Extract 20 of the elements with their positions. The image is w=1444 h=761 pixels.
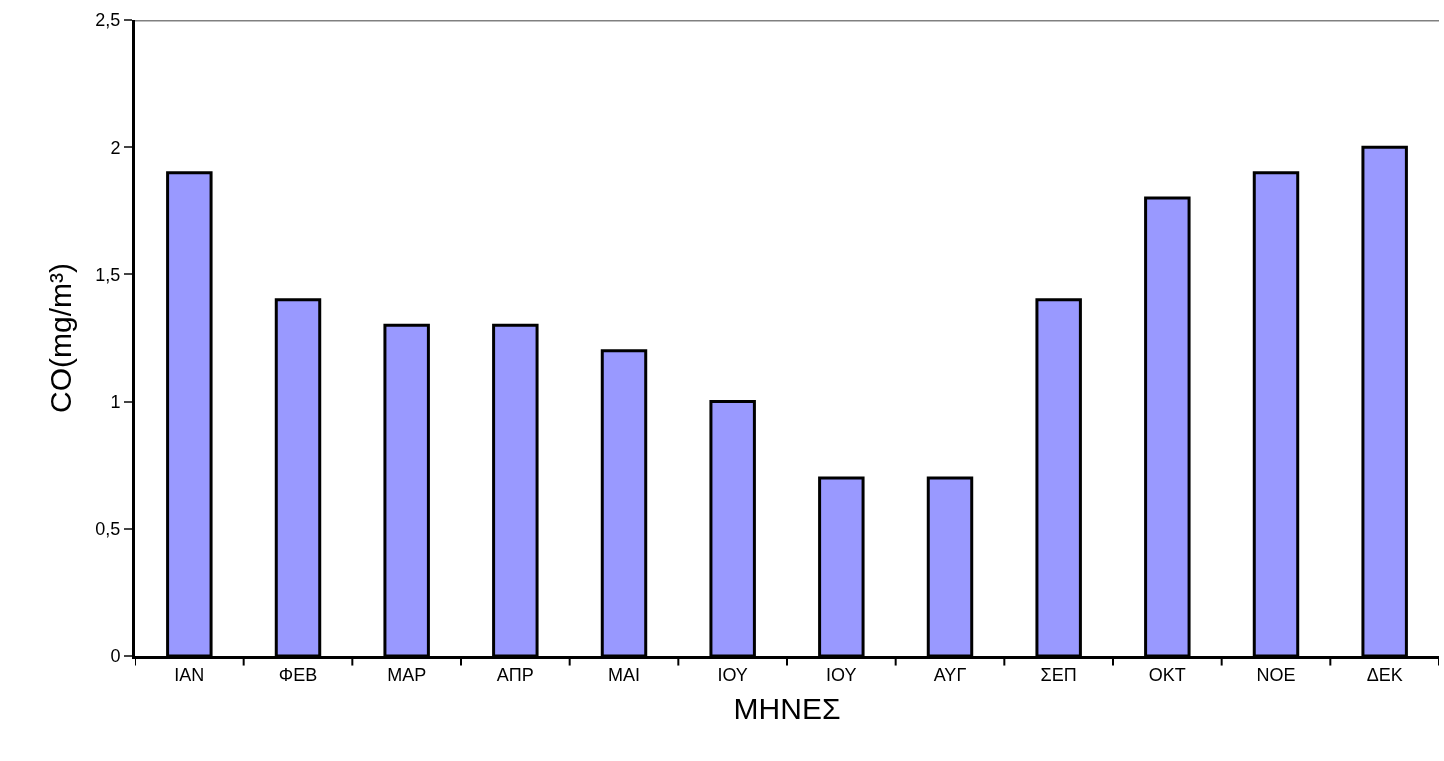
x-tick-label: ΙΟΥ [826, 664, 857, 685]
x-tick-label: ΔΕΚ [1366, 664, 1403, 685]
x-tick-label: ΣΕΠ [1040, 664, 1077, 685]
x-tick-label: ΜΑΡ [387, 664, 427, 685]
y-tick-label: 1 [110, 391, 121, 412]
y-tick-label: 2,5 [95, 10, 121, 31]
x-tick-label: ΑΠΡ [496, 664, 534, 685]
x-tick-label: ΝΟΕ [1256, 664, 1296, 685]
x-tick-label: ΟΚΤ [1148, 664, 1186, 685]
x-tick-label: ΙΟΥ [717, 664, 748, 685]
y-tick-label: 2 [110, 137, 121, 158]
y-axis-title: CO(mg/m³) [44, 263, 78, 413]
y-tick-label: 1,5 [95, 264, 121, 285]
y-tick-label: 0 [110, 646, 121, 667]
x-tick-label: ΦΕΒ [278, 664, 318, 685]
x-tick-label: ΙΑΝ [174, 664, 205, 685]
y-tick-label: 0,5 [95, 519, 121, 540]
x-tick-label: ΜΑΙ [607, 664, 641, 685]
x-axis-title: ΜΗΝΕΣ [733, 692, 841, 726]
x-tick-label: ΑΥΓ [933, 664, 967, 685]
